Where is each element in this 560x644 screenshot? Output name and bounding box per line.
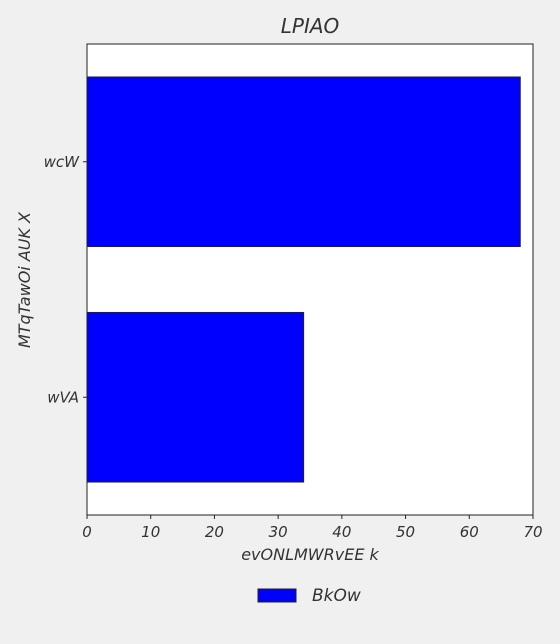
y-axis-label: MTqTawOi AUK X bbox=[15, 211, 34, 348]
x-tick-label: 0 bbox=[82, 523, 92, 541]
y-tick-label: wcW bbox=[44, 153, 81, 171]
x-axis-ticks: 0 10 20 30 40 50 60 70 bbox=[82, 515, 543, 541]
legend: BkOw bbox=[257, 586, 361, 606]
x-tick-label: 40 bbox=[332, 523, 351, 541]
y-axis-ticks: wcW wVA bbox=[44, 153, 87, 406]
chart-title: LPIAO bbox=[281, 14, 340, 38]
x-axis-label: evONLMWRvEE k bbox=[241, 545, 379, 564]
bar-wVA bbox=[86, 311, 305, 483]
y-tick-label: wVA bbox=[47, 388, 79, 406]
x-tick-label: 20 bbox=[205, 523, 224, 541]
x-tick-label: 70 bbox=[523, 523, 542, 541]
legend-label: BkOw bbox=[312, 586, 361, 606]
x-tick-label: 30 bbox=[269, 523, 288, 541]
bar-wcW bbox=[86, 76, 521, 248]
bars-group bbox=[86, 76, 521, 483]
x-tick-label: 60 bbox=[460, 523, 479, 541]
x-tick-label: 50 bbox=[396, 523, 415, 541]
legend-swatch bbox=[257, 588, 297, 603]
x-tick-label: 10 bbox=[141, 523, 160, 541]
